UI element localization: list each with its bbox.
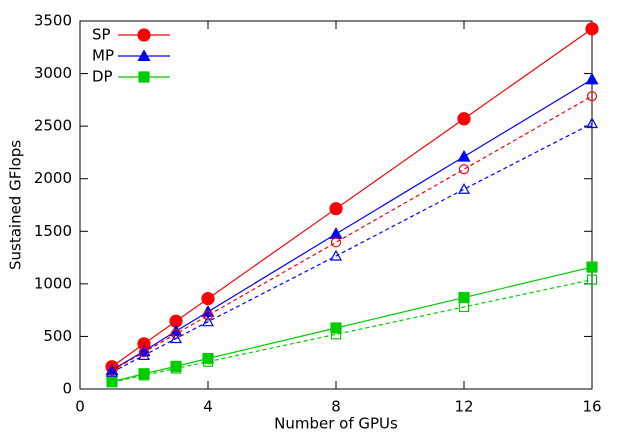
- series-line: [111, 122, 593, 373]
- marker: [170, 360, 182, 372]
- legend-label: SP: [92, 26, 111, 44]
- x-tick-label: 8: [331, 398, 341, 416]
- marker: [138, 370, 150, 381]
- marker: [330, 237, 342, 248]
- marker: [458, 291, 470, 304]
- marker: [170, 363, 182, 374]
- marker: [202, 356, 214, 367]
- marker: [457, 149, 471, 162]
- marker: [169, 332, 183, 344]
- legend-marker: [138, 71, 150, 83]
- y-tick-label: 0: [62, 380, 72, 398]
- legend-label: MP: [92, 47, 114, 65]
- marker: [202, 310, 214, 321]
- marker: [586, 274, 598, 285]
- marker: [138, 347, 150, 358]
- series-line: [111, 279, 593, 383]
- marker: [330, 322, 342, 334]
- marker: [201, 291, 215, 306]
- legend-label: DP: [92, 68, 113, 86]
- marker: [330, 329, 342, 340]
- marker: [585, 117, 599, 129]
- legend-marker: [137, 49, 151, 62]
- x-tick-label: 16: [582, 398, 601, 416]
- y-tick-label: 2500: [34, 117, 72, 135]
- marker: [585, 72, 599, 85]
- marker: [329, 249, 343, 261]
- marker: [106, 377, 118, 388]
- marker: [585, 22, 599, 36]
- marker: [457, 112, 471, 126]
- series-line: [111, 78, 593, 371]
- legend-marker: [137, 28, 151, 42]
- x-tick-label: 4: [203, 398, 213, 416]
- y-tick-label: 1500: [34, 222, 72, 240]
- marker: [105, 365, 119, 377]
- y-axis-label: Sustained GFlops: [7, 140, 25, 270]
- marker: [586, 91, 598, 102]
- marker: [586, 261, 598, 273]
- x-tick-label: 0: [75, 398, 85, 416]
- y-tick-label: 1000: [34, 274, 72, 292]
- x-tick-label: 12: [454, 398, 473, 416]
- marker: [458, 301, 470, 313]
- marker: [457, 182, 471, 194]
- y-tick-label: 500: [43, 327, 72, 345]
- marker: [329, 227, 343, 239]
- marker: [201, 315, 215, 327]
- marker: [458, 164, 470, 175]
- x-axis-label: Number of GPUs: [274, 415, 398, 433]
- series-line: [111, 95, 593, 372]
- marker: [329, 202, 343, 216]
- y-tick-label: 3500: [34, 12, 72, 30]
- series-line: [111, 266, 593, 383]
- y-tick-label: 3000: [34, 64, 72, 82]
- y-tick-label: 2000: [34, 169, 72, 187]
- series-line: [111, 28, 593, 368]
- marker: [137, 349, 151, 360]
